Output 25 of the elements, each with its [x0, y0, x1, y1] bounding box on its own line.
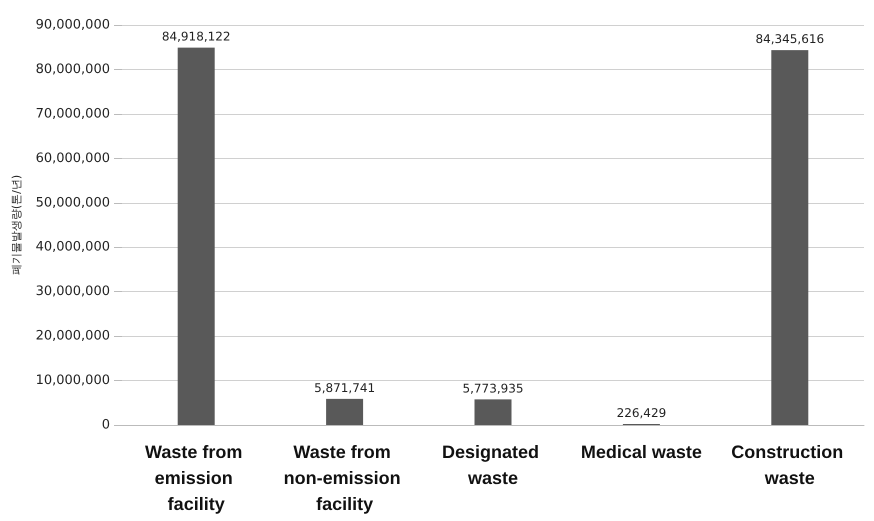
data-label: 84,345,616: [755, 32, 824, 46]
y-tick-label: 30,000,000: [36, 284, 110, 300]
x-tick-label: Designated waste: [442, 442, 544, 488]
bar: [474, 399, 512, 425]
x-tick-label: Medical waste: [580, 442, 702, 462]
y-tick-label: 0: [102, 418, 110, 432]
y-tick-label: 60,000,000: [36, 150, 110, 166]
data-label: 84,918,122: [162, 30, 231, 44]
y-tick-label: 70,000,000: [36, 106, 110, 122]
x-tick-label: Waste from non-emission facility: [284, 442, 406, 514]
bar: [771, 50, 808, 425]
data-label: 226,429: [616, 406, 666, 420]
x-tick-label: Waste from emission facility: [145, 442, 248, 514]
data-label: 5,773,935: [462, 381, 524, 396]
y-tick-label: 20,000,000: [36, 328, 110, 344]
x-tick-label: Construction waste: [731, 442, 848, 488]
y-tick-label: 10,000,000: [36, 373, 110, 388]
y-tick-label: 40,000,000: [36, 240, 110, 255]
bar: [326, 398, 364, 425]
bar: [178, 48, 215, 425]
y-axis-title: 폐기물발생량(톤/년): [10, 174, 23, 276]
y-tick-label: 50,000,000: [36, 195, 110, 210]
y-tick-label: 90,000,000: [36, 18, 110, 32]
data-label: 5,871,741: [314, 380, 376, 395]
y-tick-label: 80,000,000: [36, 62, 110, 77]
